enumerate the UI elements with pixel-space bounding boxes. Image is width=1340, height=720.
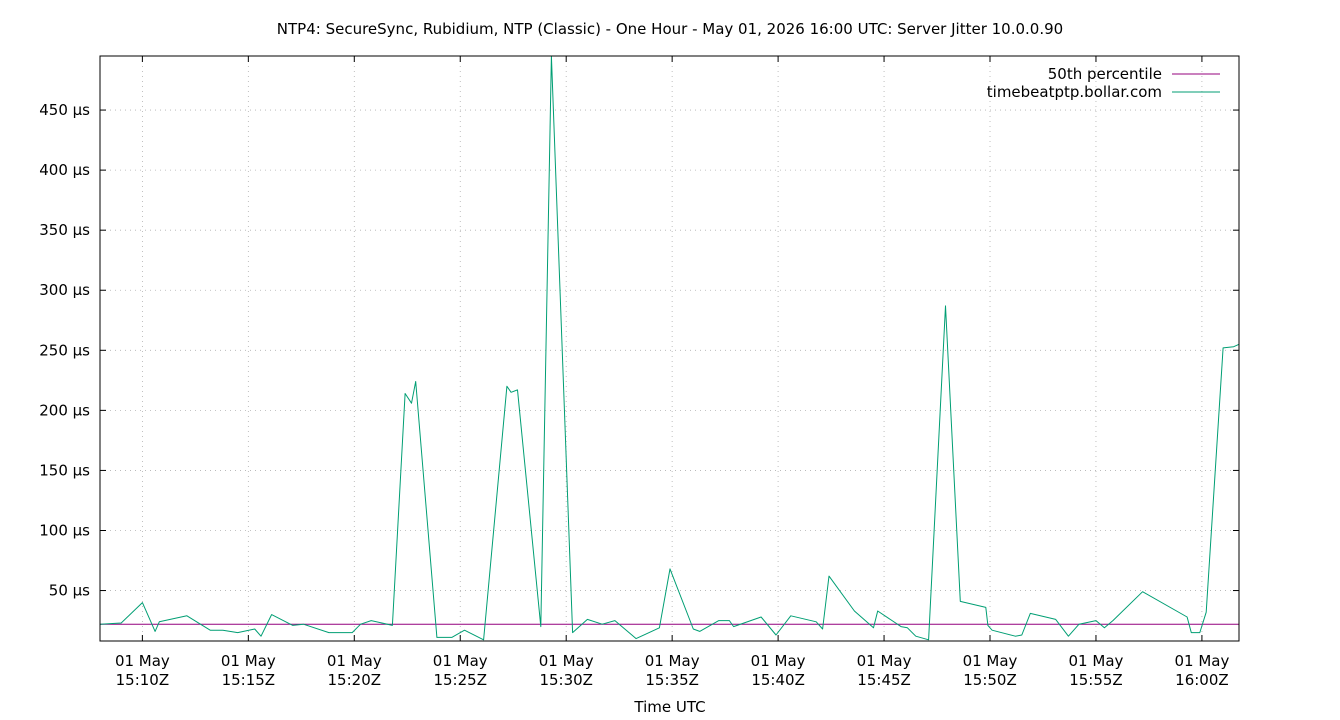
x-tick-label-date: 01 May	[115, 652, 170, 670]
x-tick-label-time: 15:10Z	[116, 671, 170, 689]
ticks: 50 µs 100 µs 150 µs 200 µs 250 µs 300 µs 350 µ…	[39, 56, 1239, 689]
x-tick-label-date: 01 May	[539, 652, 594, 670]
y-tick-label: 200 µs	[39, 401, 90, 419]
series-line-1	[99, 55, 1240, 641]
x-tick-label-date: 01 May	[751, 652, 806, 670]
x-tick-label-time: 15:40Z	[751, 671, 805, 689]
series-layer	[99, 55, 1240, 641]
x-axis-label: Time UTC	[633, 698, 705, 716]
x-tick-label-time: 15:50Z	[963, 671, 1017, 689]
legend-label: timebeatptp.bollar.com	[987, 83, 1162, 101]
x-tick-label-date: 01 May	[645, 652, 700, 670]
x-tick-label-time: 15:45Z	[857, 671, 911, 689]
y-tick-label: 300 µs	[39, 281, 90, 299]
plot-frame	[99, 55, 1240, 642]
y-tick-label: 350 µs	[39, 221, 90, 239]
x-tick-label-time: 15:25Z	[433, 671, 487, 689]
y-tick-label: 400 µs	[39, 161, 90, 179]
x-tick-label-date: 01 May	[963, 652, 1018, 670]
x-tick-label-date: 01 May	[1174, 652, 1229, 670]
x-tick-label-time: 15:55Z	[1069, 671, 1123, 689]
y-tick-label: 150 µs	[39, 461, 90, 479]
legend-label: 50th percentile	[1048, 65, 1162, 83]
chart-title: NTP4: SecureSync, Rubidium, NTP (Classic…	[277, 20, 1063, 38]
x-tick-label-time: 15:20Z	[328, 671, 382, 689]
x-tick-label-date: 01 May	[327, 652, 382, 670]
x-tick-label-date: 01 May	[433, 652, 488, 670]
x-tick-label-date: 01 May	[1069, 652, 1124, 670]
y-tick-label: 250 µs	[39, 341, 90, 359]
x-tick-label-date: 01 May	[857, 652, 912, 670]
y-tick-label: 100 µs	[39, 521, 90, 539]
y-tick-label: 450 µs	[39, 101, 90, 119]
x-tick-label-date: 01 May	[221, 652, 276, 670]
y-tick-label: 50 µs	[49, 582, 90, 600]
x-tick-label-time: 15:15Z	[222, 671, 276, 689]
x-tick-label-time: 16:00Z	[1175, 671, 1229, 689]
x-tick-label-time: 15:30Z	[539, 671, 593, 689]
x-tick-label-time: 15:35Z	[645, 671, 699, 689]
